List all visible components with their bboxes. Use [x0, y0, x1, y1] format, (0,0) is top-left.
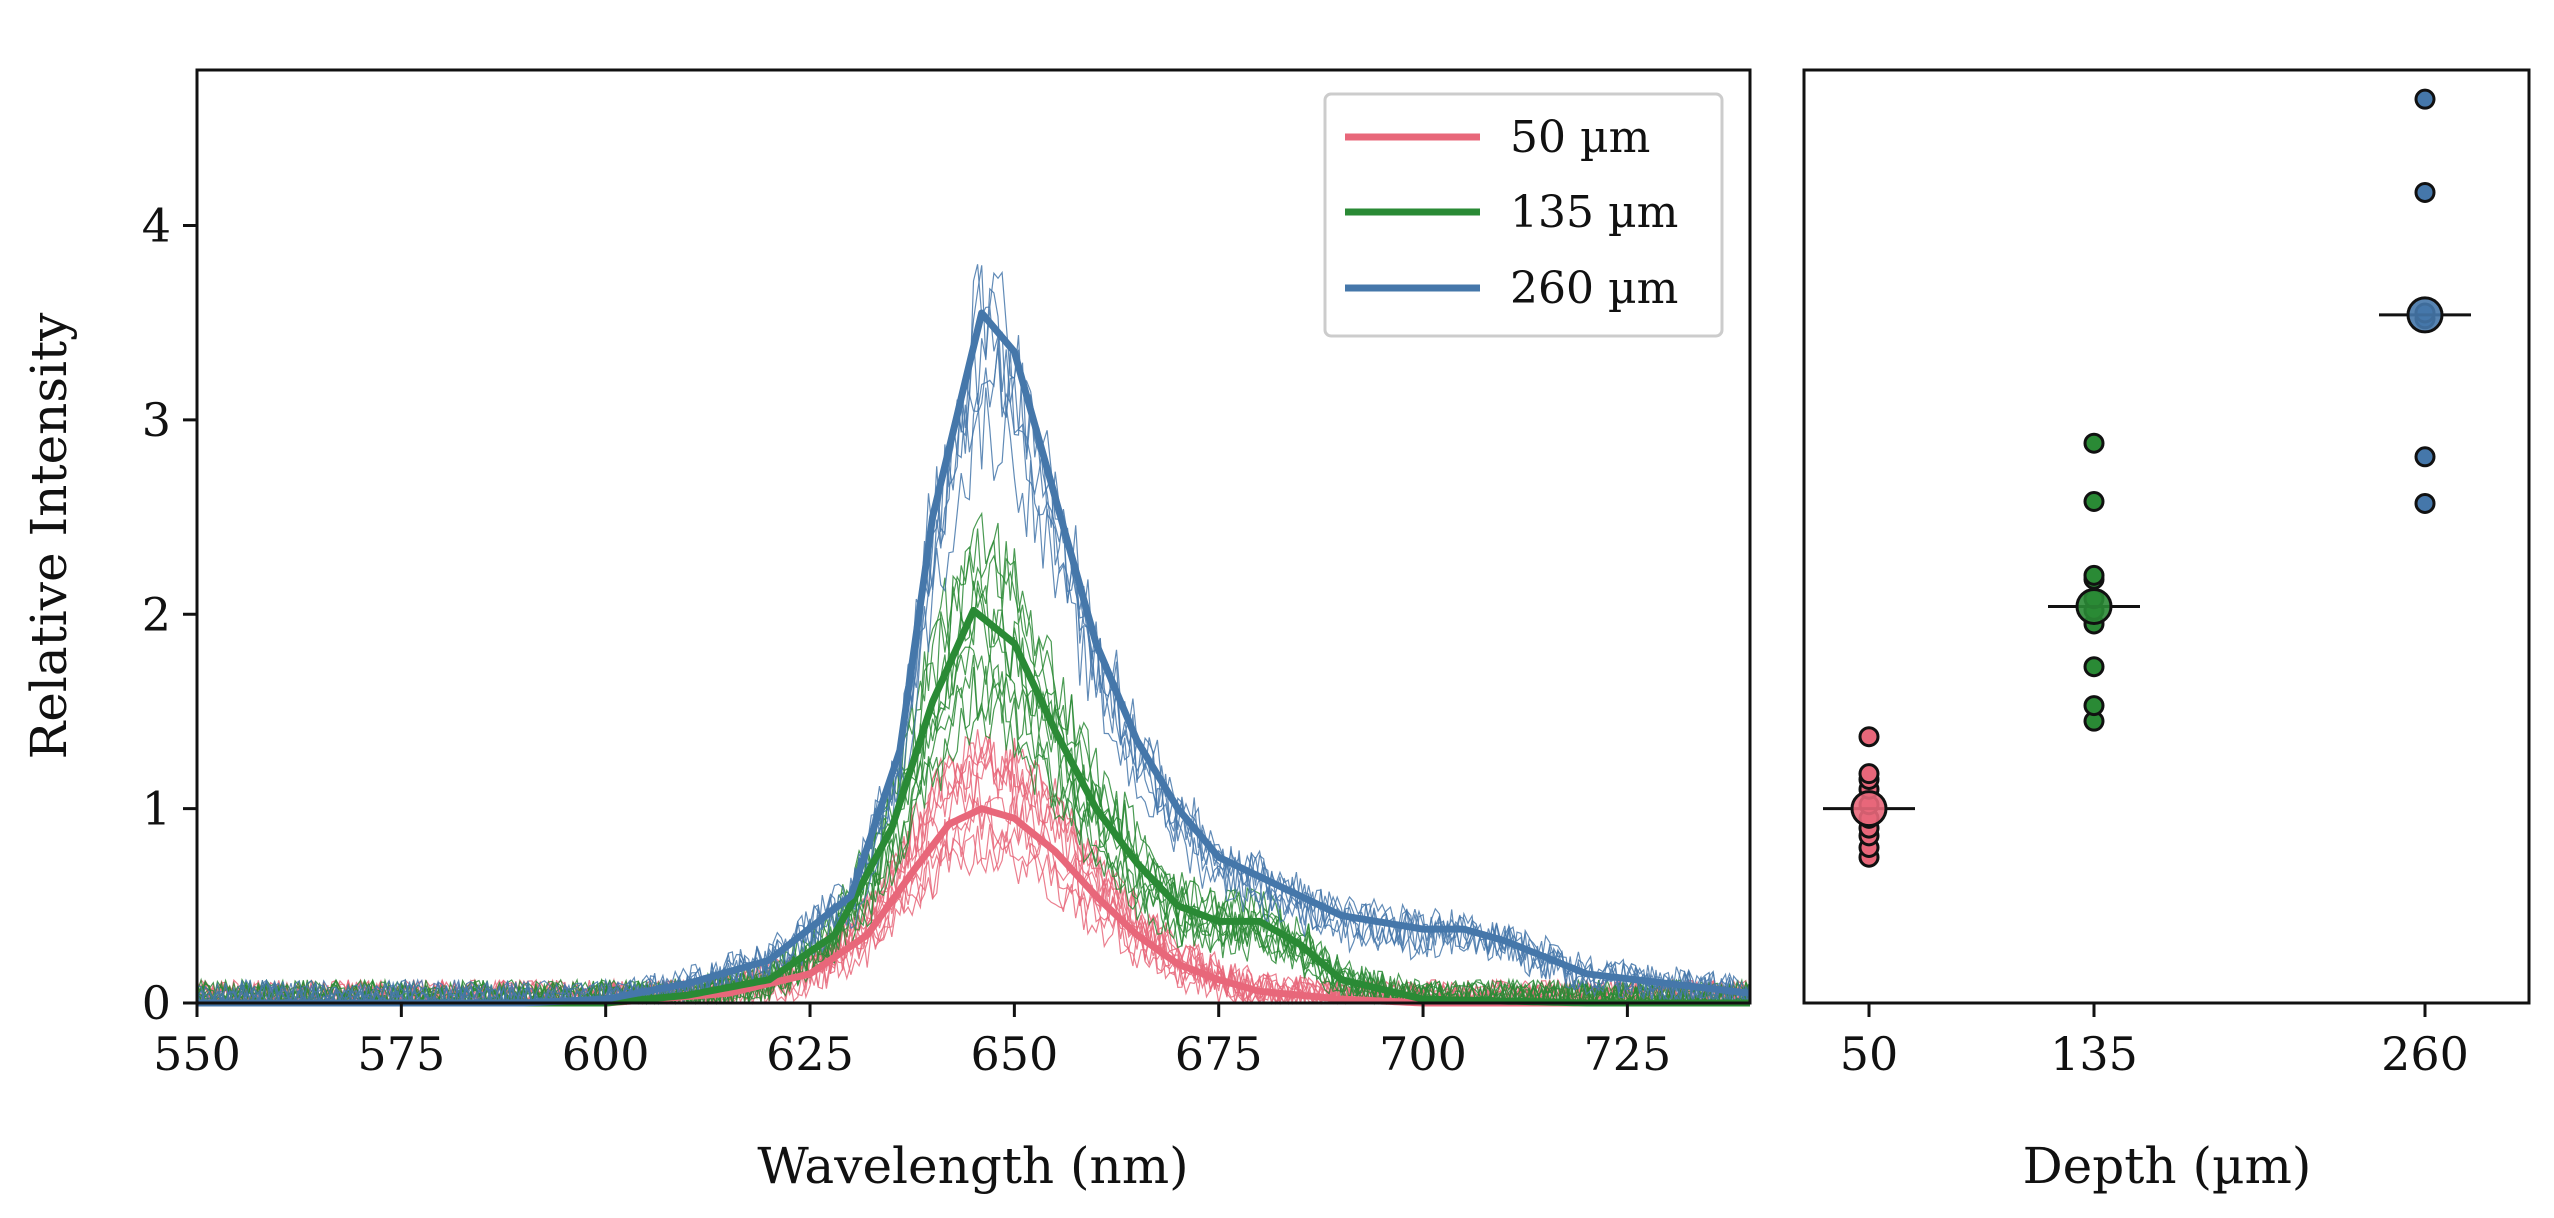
point-260-1 [2414, 492, 2436, 514]
spectrum-trace-260-4 [197, 387, 1751, 1006]
spectrum-trace-50-2 [196, 825, 1750, 1006]
spectra-x-ticks: 550 575 600 625 650 675 700 725 [153, 1003, 1671, 1081]
y-tick-label-1: 1 [142, 782, 171, 836]
depth-tick-label-50: 50 [1840, 1027, 1899, 1081]
depth-plot-frame [1802, 68, 2531, 1005]
point-260-6 [2414, 88, 2436, 110]
point-135-10 [2083, 432, 2105, 454]
x-tick-label-550: 550 [153, 1027, 241, 1081]
mean-point-260 [2406, 296, 2444, 334]
y-tick-label-0: 0 [142, 976, 171, 1030]
spectrum-trace-50-4 [196, 746, 1751, 1006]
y-tick-label-3: 3 [142, 393, 171, 447]
depth-scatter-marks [1823, 88, 2471, 868]
spectrum-trace-135-6 [196, 694, 1751, 1006]
legend-box [1323, 92, 1724, 338]
spectrum-trace-50-9 [196, 735, 1751, 1006]
spectra-panel: 550 575 600 625 650 675 700 725 0 1 2 3 4 Wavelengt… [20, 68, 1752, 1195]
spectrum-trace-135-1 [196, 580, 1751, 1006]
point-135-3 [2083, 656, 2105, 678]
spectrum-trace-50-6 [196, 795, 1751, 1006]
point-260-5 [2414, 181, 2436, 203]
point-50-9 [1858, 763, 1880, 785]
depth-tick-label-260: 260 [2381, 1027, 2469, 1081]
depth-x-axis-title: Depth (µm) [2023, 1137, 2312, 1195]
x-tick-label-650: 650 [970, 1027, 1058, 1081]
legend-label-50: 50 µm [1510, 112, 1650, 163]
point-135-2 [2083, 695, 2105, 717]
spectrum-trace-50-10 [196, 735, 1751, 1006]
point-50-10 [1858, 726, 1880, 748]
legend-label-260: 260 µm [1510, 263, 1678, 314]
mean-point-135 [2075, 587, 2113, 625]
spectrum-trace-50-8 [196, 824, 1751, 1006]
spectrum-trace-260-5 [196, 347, 1751, 1006]
spectra-traces [196, 264, 1751, 1006]
spectra-y-ticks: 0 1 2 3 4 [142, 199, 197, 1030]
spectra-x-axis-title: Wavelength (nm) [757, 1137, 1188, 1195]
x-tick-label-675: 675 [1175, 1027, 1263, 1081]
point-135-8 [2083, 564, 2105, 586]
point-135-9 [2083, 491, 2105, 513]
depth-tick-label-135: 135 [2050, 1027, 2138, 1081]
y-tick-label-2: 2 [142, 587, 171, 641]
y-tick-label-4: 4 [142, 199, 171, 253]
point-260-2 [2414, 446, 2436, 468]
spectrum-trace-260-1 [197, 265, 1751, 1006]
legend-label-135: 135 µm [1510, 187, 1678, 238]
spectrum-trace-50-3 [196, 795, 1751, 1006]
legend: 50 µm 135 µm 260 µm [1323, 92, 1724, 338]
x-tick-label-625: 625 [766, 1027, 854, 1081]
depth-scatter-panel: 50 135 260 Depth (µm) [1802, 68, 2531, 1195]
depth-x-ticks: 50 135 260 [1840, 1003, 2469, 1081]
x-tick-label-725: 725 [1583, 1027, 1671, 1081]
spectrum-trace-50-7 [196, 741, 1751, 1006]
x-tick-label-600: 600 [562, 1027, 650, 1081]
spectra-y-axis-title: Relative Intensity [20, 312, 78, 759]
spectrum-trace-260-6 [196, 264, 1751, 1006]
mean-point-50 [1850, 790, 1888, 828]
x-tick-label-575: 575 [357, 1027, 445, 1081]
spectra-plot-frame [195, 68, 1752, 1005]
x-tick-label-700: 700 [1379, 1027, 1467, 1081]
